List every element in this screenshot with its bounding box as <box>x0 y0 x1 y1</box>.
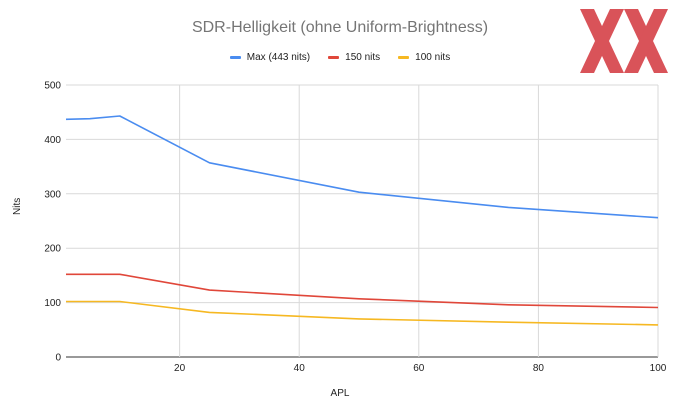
chart-title: SDR-Helligkeit (ohne Uniform-Brightness) <box>191 19 489 36</box>
legend-item-100: 100 nits <box>398 52 450 63</box>
y-tick-label: 0 <box>55 353 61 364</box>
legend-swatch-150 <box>328 56 340 59</box>
y-tick-label: 300 <box>44 189 61 200</box>
y-tick-label: 400 <box>44 135 61 146</box>
y-tick-label: 100 <box>44 298 61 309</box>
x-tick-label: 80 <box>533 363 545 374</box>
legend-item-150: 150 nits <box>328 52 380 63</box>
y-tick-label: 500 <box>44 81 61 92</box>
legend: Max (443 nits) 150 nits 100 nits <box>0 52 680 63</box>
x-tick-label: 40 <box>294 363 306 374</box>
legend-item-max: Max (443 nits) <box>229 52 311 63</box>
y-tick-label: 200 <box>44 244 61 255</box>
series-line-1 <box>66 273 659 309</box>
x-axis-label: APL <box>330 388 350 399</box>
x-tick-label: 100 <box>650 363 667 374</box>
x-tick-label: 60 <box>413 363 425 374</box>
xx-logo <box>580 9 668 73</box>
legend-swatch-100 <box>398 56 410 59</box>
y-axis-label: Nits <box>12 197 23 215</box>
series-line-0 <box>65 115 659 219</box>
legend-swatch-max <box>229 56 241 59</box>
legend-label-100: 100 nits <box>415 52 451 63</box>
series-line-2 <box>66 300 659 326</box>
legend-label-150: 150 nits <box>345 52 381 63</box>
x-tick-label: 20 <box>174 363 186 374</box>
legend-label-max: Max (443 nits) <box>246 52 311 63</box>
